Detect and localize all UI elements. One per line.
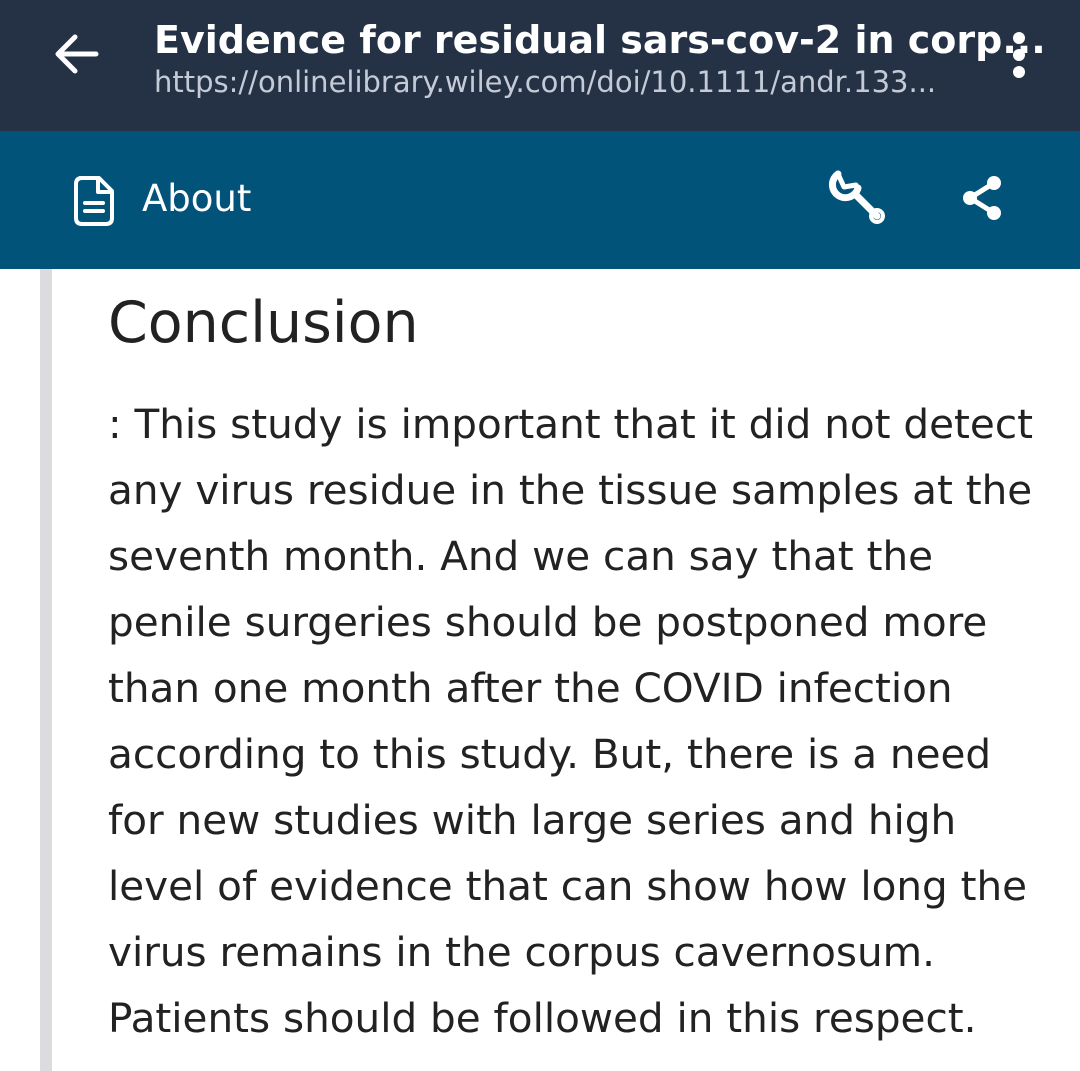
- more-options-button[interactable]: [1000, 28, 1040, 82]
- paragraph-line: seventh month. And we can say that the: [108, 532, 934, 580]
- wrench-icon: [828, 170, 885, 224]
- section-heading: Conclusion: [108, 290, 419, 356]
- back-button[interactable]: [48, 25, 106, 83]
- back-arrow-icon: [55, 34, 99, 74]
- paragraph-line: Patients should be followed in this resp…: [108, 994, 977, 1042]
- paragraph-line: any virus residue in the tissue samples …: [108, 466, 1033, 514]
- top-app-bar: Evidence for residual sars-cov-2 in corp…: [0, 0, 1080, 131]
- paragraph-line: level of evidence that can show how long…: [108, 862, 1028, 910]
- paragraph-line: penile surgeries should be postponed mor…: [108, 598, 988, 646]
- tools-button[interactable]: [826, 169, 888, 231]
- about-label: About: [142, 177, 252, 220]
- share-button[interactable]: [954, 171, 1010, 227]
- blockquote-bar: [40, 269, 52, 1071]
- paragraph-line: : This study is important that it did no…: [108, 400, 1033, 448]
- paragraph-line: virus remains in the corpus cavernosum.: [108, 928, 935, 976]
- page-title: Evidence for residual sars-cov-2 in corp…: [154, 18, 1046, 62]
- paragraph-line: according to this study. But, there is a…: [108, 730, 992, 778]
- article-toolbar: About: [0, 131, 1080, 269]
- page-url: https://onlinelibrary.wiley.com/doi/10.1…: [154, 65, 937, 99]
- article-content: Conclusion : This study is important tha…: [0, 269, 1080, 1071]
- conclusion-paragraph: : This study is important that it did no…: [108, 391, 1043, 1051]
- share-icon: [963, 176, 1001, 220]
- about-button[interactable]: About: [66, 169, 286, 229]
- paragraph-line: than one month after the COVID infection: [108, 664, 953, 712]
- document-icon: [74, 176, 114, 226]
- paragraph-line: for new studies with large series and hi…: [108, 796, 957, 844]
